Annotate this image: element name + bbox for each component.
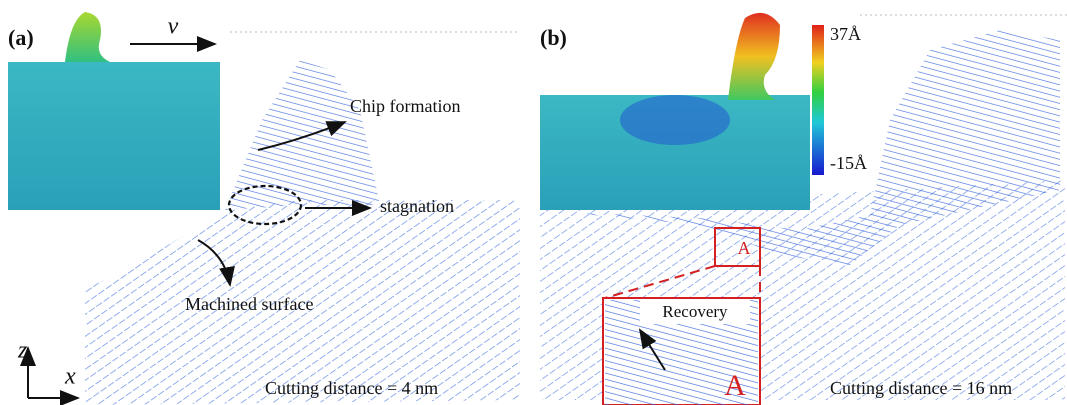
inset-region-label: A bbox=[724, 369, 746, 402]
annotation: Machined surface bbox=[185, 294, 313, 314]
panel-label: (b) bbox=[540, 25, 567, 50]
chip bbox=[65, 12, 110, 62]
annotation: stagnation bbox=[380, 196, 454, 216]
md-inset bbox=[8, 62, 220, 210]
panel-label: (a) bbox=[8, 25, 34, 50]
caption: Cutting distance = 16 nm bbox=[830, 378, 1012, 398]
colorbar-max: 37Å bbox=[830, 24, 861, 44]
panel-a: (a) v Chip formation stagnation Machined… bbox=[8, 12, 520, 405]
figure: (a) v Chip formation stagnation Machined… bbox=[0, 0, 1067, 405]
inset-label: Recovery bbox=[662, 302, 728, 321]
colorbar bbox=[812, 25, 824, 175]
velocity-label: v bbox=[168, 14, 179, 40]
region-label: A bbox=[738, 238, 751, 258]
colorbar-min: -15Å bbox=[830, 153, 867, 173]
chip bbox=[728, 13, 780, 100]
axis-label: z bbox=[17, 338, 28, 364]
axis-label: x bbox=[64, 364, 76, 390]
page: (a) v Chip formation stagnation Machined… bbox=[0, 0, 1067, 405]
caption: Cutting distance = 4 nm bbox=[265, 378, 438, 398]
compressed-zone bbox=[620, 95, 730, 145]
annotation: Chip formation bbox=[350, 96, 461, 116]
panel-b: (b) 37Å -15Å A Recovery A Cutting distan… bbox=[540, 13, 1067, 405]
